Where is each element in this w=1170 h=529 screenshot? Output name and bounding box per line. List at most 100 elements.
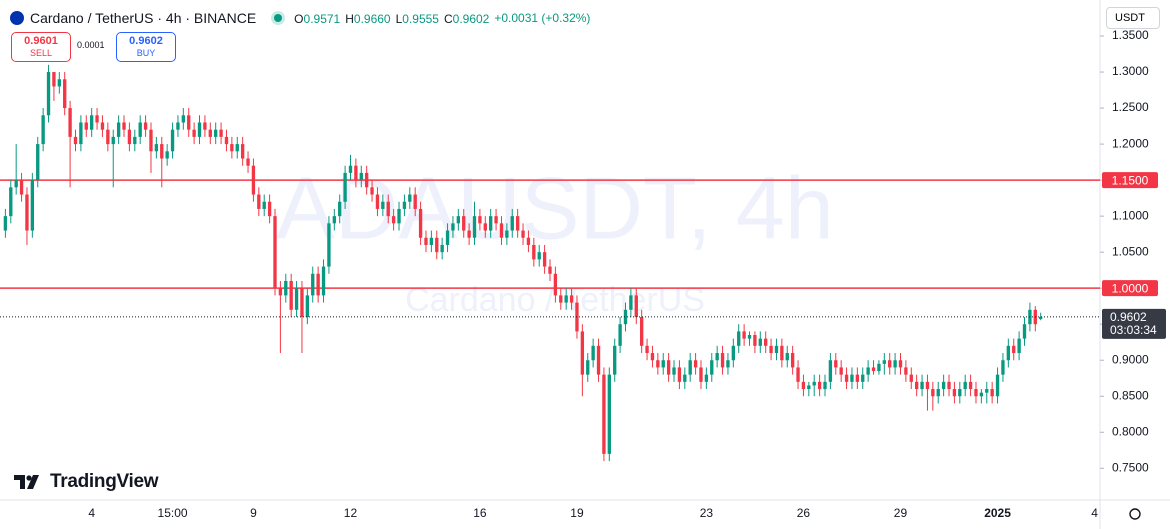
y-tick-label: 1.2000: [1112, 136, 1149, 150]
candle-body: [3, 216, 8, 231]
candle-body: [769, 345, 773, 354]
candle-body: [904, 367, 908, 375]
horizontal-line-label: 1.1500: [1112, 173, 1149, 187]
x-tick-label: 16: [473, 506, 487, 520]
candle-body: [591, 345, 595, 361]
y-tick-label: 0.7500: [1112, 460, 1149, 474]
candle-body: [332, 216, 336, 224]
horizontal-line-label-bg: [1102, 280, 1158, 297]
candle-body: [348, 165, 353, 173]
candle-body: [354, 165, 358, 181]
candle-body: [14, 180, 18, 188]
candle-body: [483, 223, 487, 231]
candle-body: [100, 122, 105, 130]
candle-body: [240, 144, 245, 159]
countdown-label: 03:03:34: [1110, 323, 1157, 337]
ohlc-value: 0.9555: [402, 12, 439, 26]
candle-body: [812, 381, 816, 386]
candle-body: [958, 389, 962, 397]
candle-body: [888, 360, 892, 368]
candle-body: [176, 122, 180, 130]
candle-body: [25, 194, 29, 231]
candle-body: [138, 122, 142, 137]
candle-body: [46, 72, 51, 116]
market-status: [274, 14, 283, 22]
candle-body: [596, 345, 601, 375]
candle-body: [9, 187, 13, 217]
candle-body: [720, 353, 725, 368]
candle-body: [931, 389, 935, 397]
candle-body: [559, 295, 563, 303]
candle-body: [456, 216, 461, 224]
candle-body: [246, 158, 250, 166]
candle-body: [219, 129, 223, 137]
sell-button[interactable]: 0.9601 SELL: [11, 32, 71, 62]
candle-body: [273, 216, 277, 289]
brand-icon: [14, 475, 39, 489]
candle-body: [742, 331, 746, 339]
symbol-header: Cardano / TetherUS · 4h · BINANCE O0.957…: [10, 8, 595, 28]
candle-body: [952, 389, 957, 397]
ohlc-key: L: [395, 12, 403, 26]
candle-body: [327, 223, 331, 267]
settings-icon[interactable]: [1129, 508, 1141, 520]
candle-body: [111, 136, 115, 145]
candle-body: [359, 172, 363, 181]
candle-body: [435, 237, 439, 253]
candle-body: [764, 338, 768, 346]
candle-body: [688, 360, 692, 375]
candle-body: [278, 288, 283, 296]
candle-body: [300, 288, 304, 318]
candle-body: [515, 216, 520, 231]
buy-price: 0.9602: [129, 35, 163, 47]
candle-body: [235, 144, 239, 152]
candle-body: [316, 273, 320, 296]
y-tick-label: 1.3500: [1112, 28, 1149, 42]
candle-body: [866, 367, 870, 375]
candle-body: [294, 288, 299, 310]
sell-price: 0.9601: [24, 35, 58, 47]
candle-body: [478, 216, 482, 224]
candle-body: [494, 216, 498, 224]
currency-select[interactable]: USDT: [1106, 7, 1160, 29]
x-tick-label: 12: [344, 506, 358, 520]
candle-body: [661, 360, 665, 368]
candle-body: [801, 381, 806, 390]
candle-body: [343, 172, 347, 202]
candle-body: [375, 194, 380, 209]
candle-body: [747, 335, 752, 339]
candle-body: [613, 345, 617, 375]
candle-body: [710, 360, 714, 375]
candle-body: [1039, 316, 1043, 320]
ohlc-value: 0.9571: [303, 12, 341, 26]
candle-body: [699, 367, 703, 382]
candle-body: [311, 273, 315, 296]
candle-body: [305, 295, 310, 318]
candle-body: [537, 252, 541, 260]
candle-body: [618, 324, 622, 346]
candle-body: [381, 201, 385, 209]
ohlc-key: H: [345, 12, 354, 26]
candle-body: [650, 353, 655, 361]
watermark: ADAUSDT, 4h: [276, 158, 834, 257]
candle-body: [413, 194, 417, 209]
candle-body: [505, 230, 509, 238]
candle-body: [408, 194, 412, 202]
candle-body: [817, 381, 822, 390]
candle-body: [230, 144, 234, 152]
candle-body: [850, 374, 854, 382]
candle-body: [338, 201, 342, 217]
ohlc-value: 0.9660: [353, 12, 391, 26]
y-tick-label: 1.0500: [1112, 244, 1149, 258]
candle-body: [666, 360, 671, 375]
candle-body: [127, 129, 132, 145]
candle-body: [920, 381, 924, 390]
candle-body: [861, 374, 865, 382]
candle-body: [181, 115, 186, 123]
candle-body: [602, 374, 606, 454]
candle-body: [580, 331, 585, 375]
candle-body: [995, 374, 1000, 397]
buy-button[interactable]: 0.9602 BUY: [116, 32, 176, 62]
candle-body: [289, 280, 293, 310]
